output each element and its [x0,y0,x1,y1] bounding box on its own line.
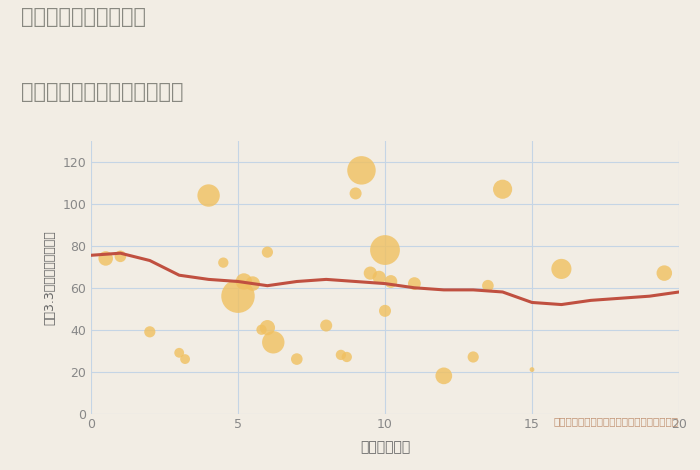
Point [438,372,449,380]
Point [256,326,267,334]
Text: 駅距離別中古マンション価格: 駅距離別中古マンション価格 [21,82,183,102]
Text: 三重県伊賀市上之庄の: 三重県伊賀市上之庄の [21,7,146,27]
Point [262,248,273,256]
Y-axis label: 坪（3.3㎡）単価（万円）: 坪（3.3㎡）単価（万円） [43,230,57,325]
Point [341,353,352,361]
Point [247,280,258,287]
Point [659,269,670,277]
Point [232,292,244,300]
Point [179,355,190,363]
Point [144,328,155,336]
Point [350,190,361,197]
Point [321,322,332,329]
Point [174,349,185,357]
Point [374,274,385,281]
X-axis label: 駅距離（分）: 駅距離（分） [360,440,410,454]
Point [385,278,396,285]
Point [262,324,273,331]
Point [115,252,126,260]
Point [379,246,391,254]
Point [291,355,302,363]
Point [379,307,391,314]
Point [218,259,229,266]
Point [267,338,279,346]
Point [238,278,249,285]
Point [556,265,567,273]
Point [497,186,508,193]
Point [365,269,376,277]
Point [526,366,538,373]
Text: 円の大きさは、取引のあった物件面積を示す: 円の大きさは、取引のあった物件面積を示す [554,416,679,426]
Point [203,192,214,199]
Point [482,282,493,290]
Point [468,353,479,361]
Point [409,280,420,287]
Point [335,351,346,359]
Point [356,166,367,174]
Point [100,255,111,262]
